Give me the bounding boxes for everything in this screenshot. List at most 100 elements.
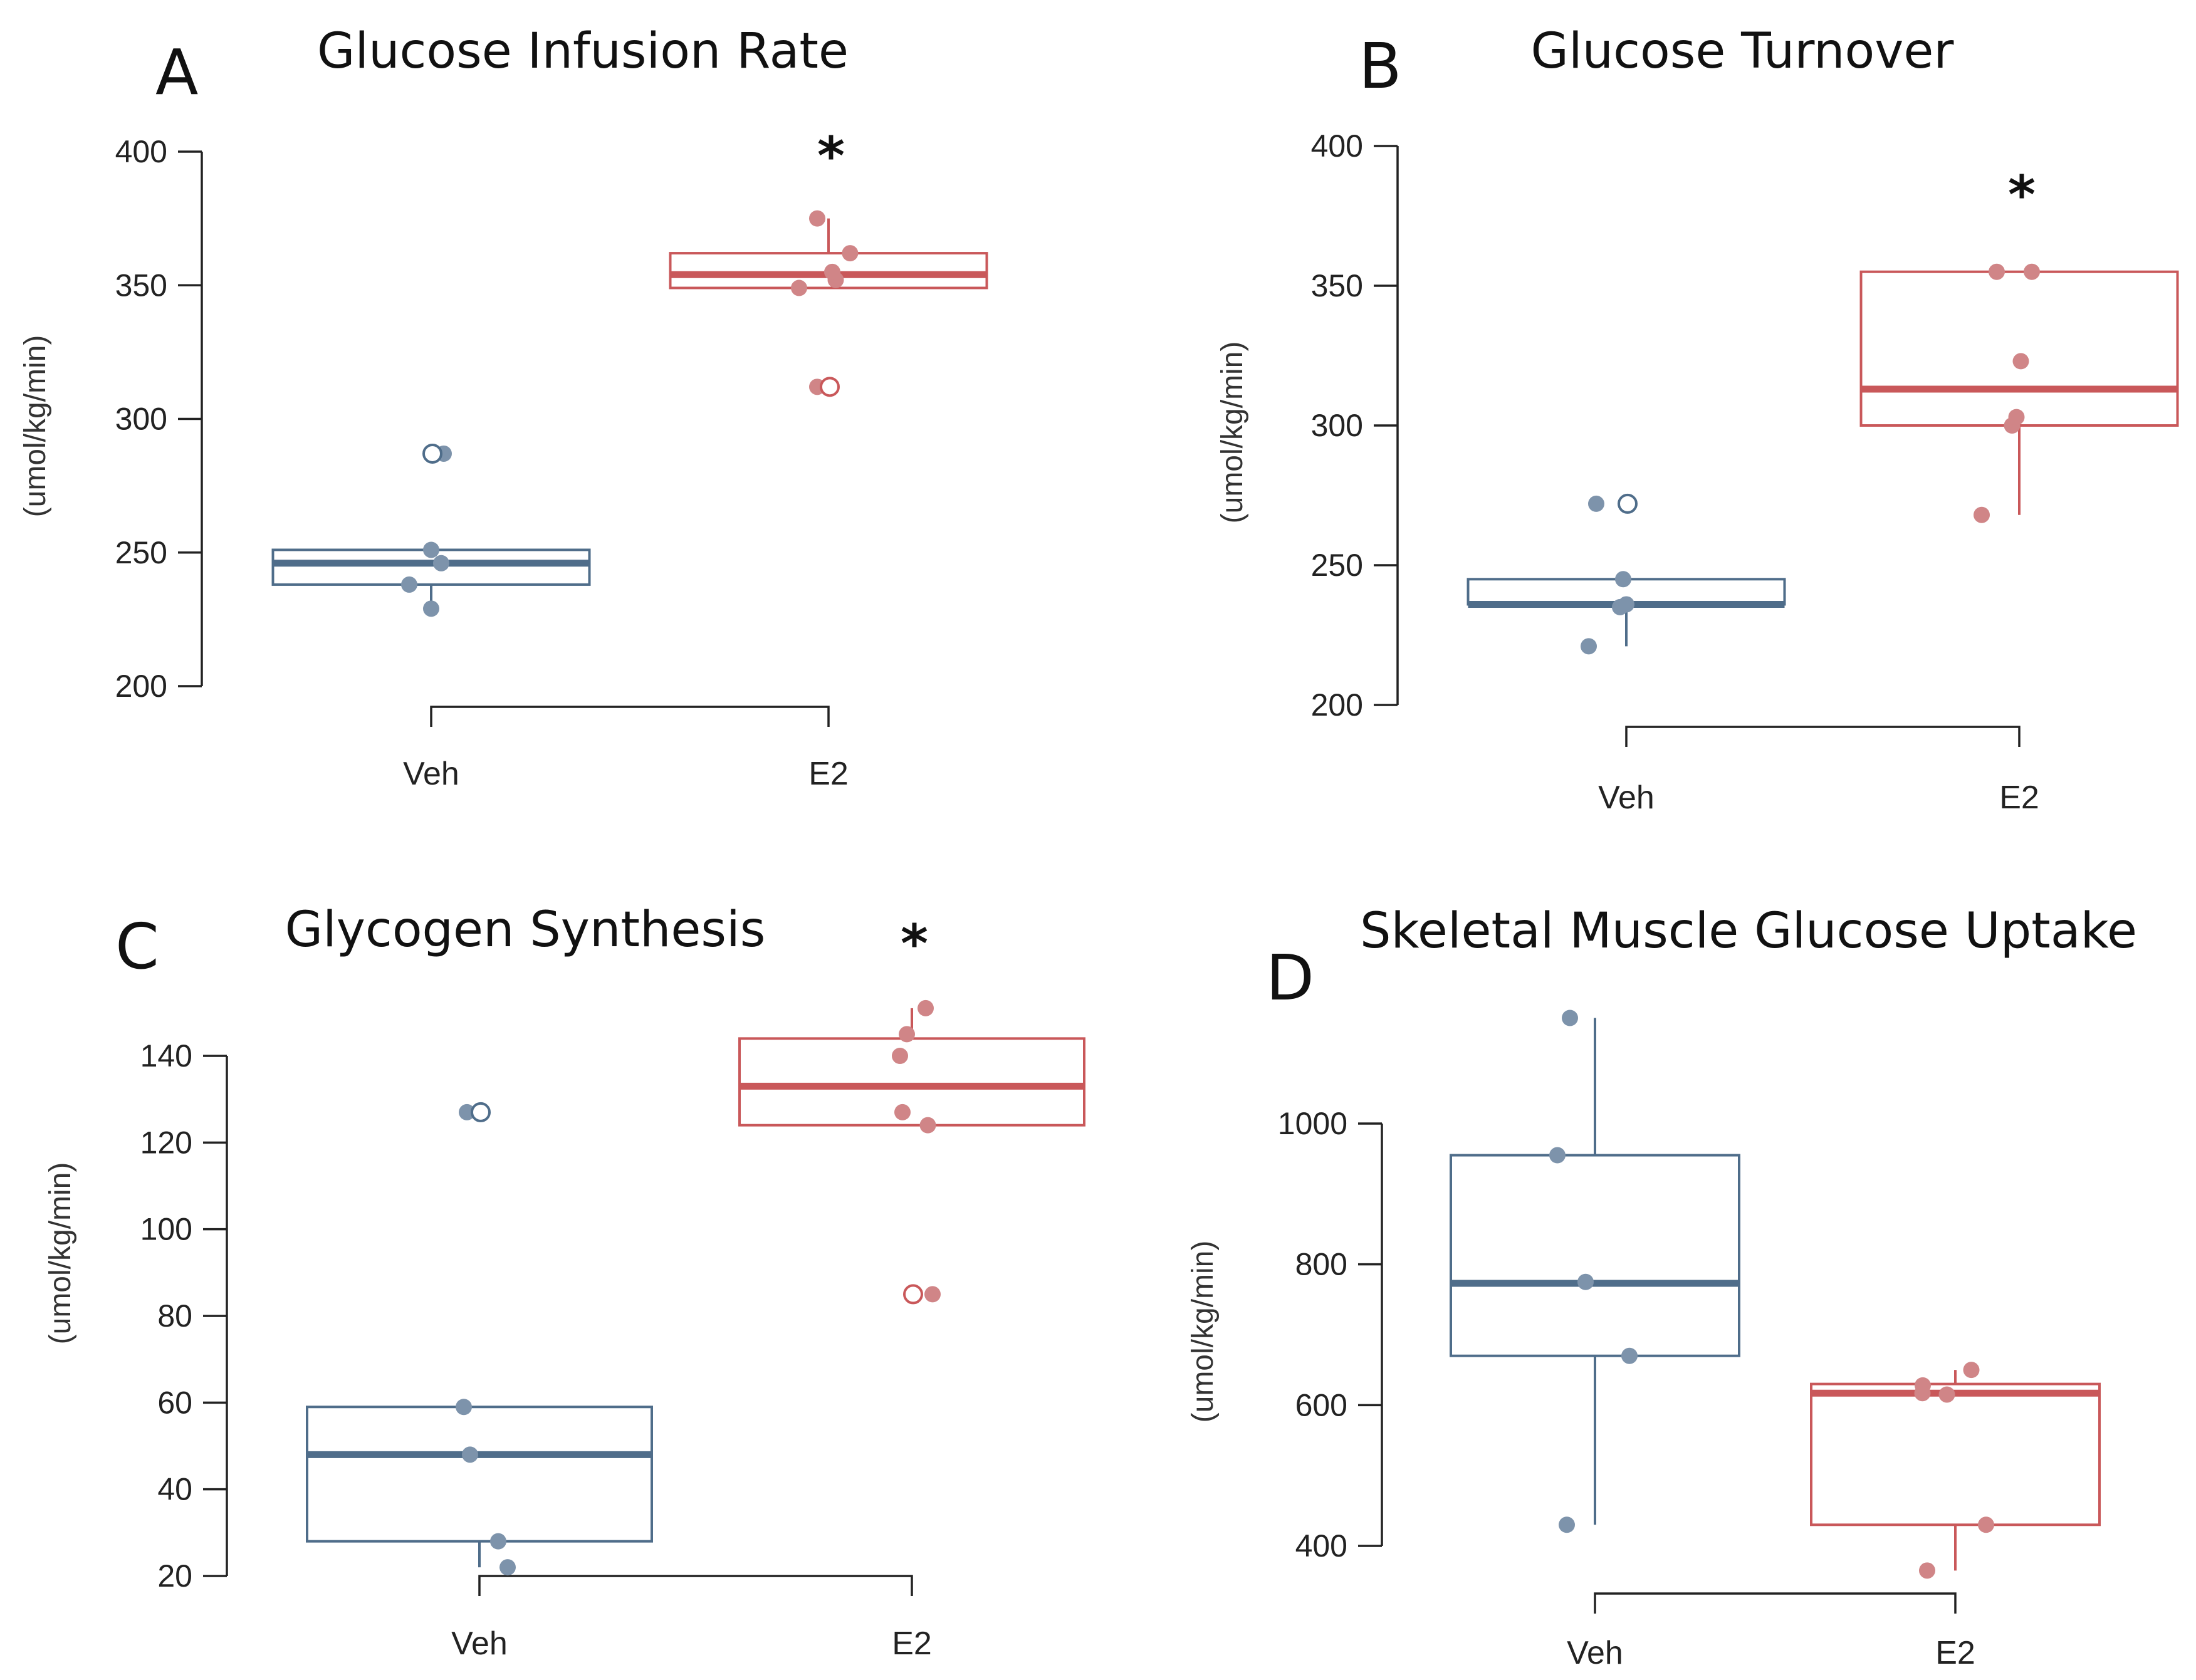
outlier-point [471, 1102, 491, 1122]
x-tick-label: Veh [1567, 1635, 1623, 1671]
box-iqr [1810, 1382, 2101, 1526]
data-point [1915, 1377, 1931, 1394]
panel-d: D Skeletal Muscle Glucose Uptake (umol/k… [1186, 903, 2137, 1671]
data-point [423, 600, 439, 617]
panel-c: C Glycogen Synthesis (umol/kg/min) 20 40 6… [44, 902, 1085, 1662]
y-tick-label: 250 [1311, 548, 1363, 583]
data-point [1978, 1516, 1994, 1533]
data-point [499, 1559, 516, 1576]
x-tick-label: E2 [808, 756, 849, 792]
y-tick-label: 300 [1311, 408, 1363, 443]
y-axis-label: (umol/kg/min) [19, 335, 52, 518]
outlier-point [422, 443, 442, 464]
y-tick-label: 100 [140, 1212, 192, 1247]
box-series-veh [271, 443, 591, 617]
x-tick-label: Veh [403, 756, 459, 792]
data-point [892, 1048, 908, 1064]
data-point [490, 1533, 506, 1550]
y-tick-label: 120 [140, 1125, 192, 1160]
data-point [459, 1103, 475, 1120]
x-tick-label: E2 [892, 1625, 932, 1662]
x-axis-bracket [430, 706, 830, 727]
y-tick-label: 200 [115, 669, 167, 704]
y-axis-label: (umol/kg/min) [1186, 1241, 1220, 1423]
data-point [433, 555, 449, 571]
data-point [2024, 263, 2040, 280]
box-iqr [738, 1037, 1085, 1127]
y-tick-label: 140 [140, 1038, 192, 1073]
outlier-point [1618, 493, 1638, 514]
chart-title: Skeletal Muscle Glucose Uptake [1360, 903, 2137, 959]
significance-mark: * [817, 125, 845, 187]
data-point [1581, 638, 1597, 655]
panel-letter: C [115, 910, 159, 983]
box-series-veh [306, 1102, 653, 1576]
y-tick-label: 400 [115, 134, 167, 169]
data-point [918, 999, 934, 1016]
data-point [842, 245, 859, 262]
x-tick-label: E2 [1999, 780, 2039, 816]
box-series-veh [1450, 1010, 1740, 1533]
y-tick-label: 60 [157, 1385, 192, 1420]
data-point [1588, 495, 1604, 512]
data-point [462, 1446, 478, 1463]
data-point [2008, 409, 2025, 425]
y-axis-label: (umol/kg/min) [1216, 342, 1249, 524]
chart-title: Glucose Turnover [1531, 23, 1955, 80]
data-point [1621, 1347, 1638, 1364]
y-tick-label: 40 [157, 1472, 192, 1507]
x-axis-bracket [1625, 726, 2021, 747]
box-series-veh [1467, 493, 1786, 655]
data-point [1618, 596, 1634, 613]
data-point [1559, 1516, 1575, 1533]
box-series-e2 [738, 999, 1085, 1305]
x-tick-label: Veh [451, 1625, 508, 1662]
panel-a: A Glucose Infusion Rate (umol/kg/min) 20… [19, 23, 988, 792]
data-point [1577, 1273, 1594, 1290]
box-iqr [669, 252, 988, 290]
significance-mark: * [901, 913, 928, 974]
data-point [1938, 1386, 1955, 1403]
y-tick-label: 350 [115, 268, 167, 303]
data-point [2012, 353, 2029, 370]
box-iqr [1450, 1154, 1740, 1357]
y-axis-label: (umol/kg/min) [44, 1162, 77, 1345]
chart-title: Glycogen Synthesis [285, 902, 766, 958]
data-point [1963, 1362, 1980, 1379]
panel-letter: A [155, 36, 198, 109]
data-point [899, 1026, 915, 1043]
y-tick-label: 800 [1295, 1247, 1347, 1282]
y-tick-label: 200 [1311, 687, 1363, 723]
x-tick-label: Veh [1598, 780, 1655, 816]
data-point [401, 576, 417, 593]
y-tick-label: 350 [1311, 268, 1363, 303]
data-point [924, 1286, 941, 1303]
x-axis-bracket [1594, 1592, 1957, 1614]
data-point [1974, 506, 1990, 523]
data-point [1562, 1010, 1578, 1026]
data-point [456, 1399, 472, 1416]
y-tick-label: 600 [1295, 1387, 1347, 1422]
y-tick-label: 300 [115, 402, 167, 437]
data-point [824, 263, 840, 280]
data-point [809, 210, 825, 227]
data-point [919, 1117, 936, 1134]
data-point [791, 279, 807, 296]
outlier-point [820, 377, 840, 397]
x-axis-bracket [478, 1575, 913, 1596]
data-point [1919, 1562, 1935, 1579]
y-tick-label: 250 [115, 535, 167, 570]
box-series-e2 [669, 210, 988, 397]
data-point [1549, 1147, 1566, 1164]
box-series-e2 [1859, 263, 2179, 523]
panel-letter: B [1359, 29, 1402, 103]
data-point [1615, 571, 1631, 588]
outlier-point [903, 1284, 923, 1305]
chart-title: Glucose Infusion Rate [317, 23, 849, 80]
y-tick-label: 80 [157, 1298, 192, 1333]
data-point [894, 1103, 911, 1120]
x-tick-label: E2 [1935, 1635, 1975, 1671]
significance-mark: * [2008, 164, 2036, 226]
data-point [423, 541, 439, 558]
